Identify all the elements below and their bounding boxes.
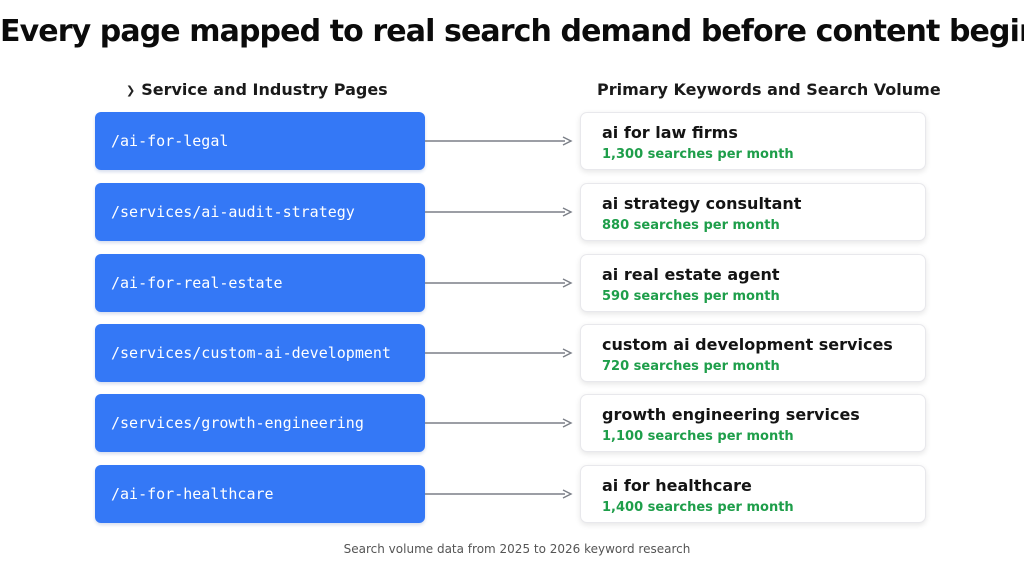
mapping-row: /services/ai-audit-strategy ai strategy … — [0, 183, 1024, 241]
search-volume: 1,100 searches per month — [602, 429, 794, 444]
left-column-header: ❯ Service and Industry Pages — [126, 80, 388, 99]
bolt-icon: ❯ — [126, 84, 136, 97]
mapping-row: /ai-for-legal ai for law firms 1,300 sea… — [0, 112, 1024, 170]
keyword-card: ai for law firms 1,300 searches per mont… — [580, 112, 926, 170]
mapping-row: /ai-for-healthcare ai for healthcare 1,4… — [0, 465, 1024, 523]
search-volume: 720 searches per month — [602, 359, 780, 374]
mapping-row: /services/custom-ai-development custom a… — [0, 324, 1024, 382]
page-url: /ai-for-healthcare — [111, 485, 274, 503]
keyword-card: ai for healthcare 1,400 searches per mon… — [580, 465, 926, 523]
mapping-row: /ai-for-real-estate ai real estate agent… — [0, 254, 1024, 312]
keyword: custom ai development services — [602, 335, 893, 354]
right-column-header: Primary Keywords and Search Volume — [597, 80, 941, 99]
connector-arrow — [425, 418, 573, 428]
page-title: Every page mapped to real search demand … — [0, 14, 1024, 49]
keyword-card: ai real estate agent 590 searches per mo… — [580, 254, 926, 312]
page-url: /services/ai-audit-strategy — [111, 203, 355, 221]
keyword: ai for law firms — [602, 123, 738, 142]
search-volume: 1,300 searches per month — [602, 147, 794, 162]
connector-arrow — [425, 207, 573, 217]
footnote: Search volume data from 2025 to 2026 key… — [343, 542, 691, 556]
page-url-box: /ai-for-healthcare — [95, 465, 425, 523]
page-url-box: /services/growth-engineering — [95, 394, 425, 452]
page-url: /services/custom-ai-development — [111, 344, 391, 362]
page-url: /ai-for-real-estate — [111, 274, 283, 292]
keyword: ai real estate agent — [602, 265, 780, 284]
page-url: /ai-for-legal — [111, 132, 229, 150]
page-url-box: /services/custom-ai-development — [95, 324, 425, 382]
left-column-header-label: Service and Industry Pages — [141, 80, 388, 99]
keyword-card: custom ai development services 720 searc… — [580, 324, 926, 382]
keyword-card: ai strategy consultant 880 searches per … — [580, 183, 926, 241]
page-url-box: /ai-for-legal — [95, 112, 425, 170]
search-volume: 1,400 searches per month — [602, 500, 794, 515]
keyword-card: growth engineering services 1,100 search… — [580, 394, 926, 452]
keyword: ai for healthcare — [602, 476, 752, 495]
search-volume: 590 searches per month — [602, 289, 780, 304]
search-volume: 880 searches per month — [602, 218, 780, 233]
page-url-box: /services/ai-audit-strategy — [95, 183, 425, 241]
connector-arrow — [425, 278, 573, 288]
page-url-box: /ai-for-real-estate — [95, 254, 425, 312]
keyword: ai strategy consultant — [602, 194, 802, 213]
connector-arrow — [425, 136, 573, 146]
page-url: /services/growth-engineering — [111, 414, 364, 432]
keyword: growth engineering services — [602, 405, 860, 424]
connector-arrow — [425, 348, 573, 358]
mapping-row: /services/growth-engineering growth engi… — [0, 394, 1024, 452]
connector-arrow — [425, 489, 573, 499]
